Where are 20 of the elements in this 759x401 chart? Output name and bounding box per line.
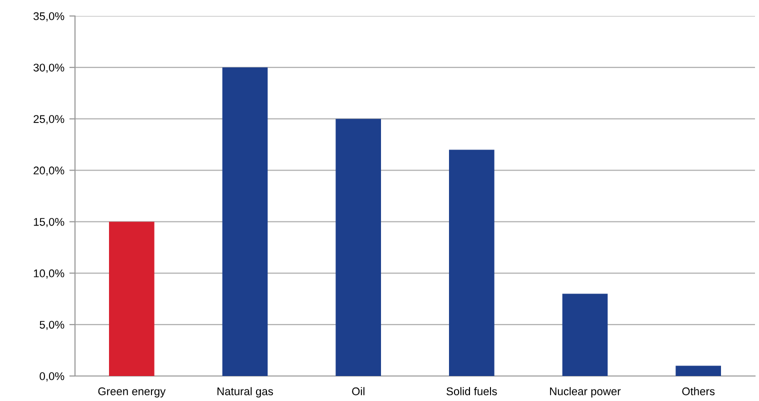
x-tick-label: Oil (352, 387, 364, 396)
y-tick-label: 5,0% (40, 320, 64, 330)
y-tick-label: 15,0% (34, 218, 64, 228)
x-tick-label: Nuclear power (550, 387, 621, 398)
bar (449, 150, 494, 376)
y-tick-label: 20,0% (34, 166, 64, 176)
x-tick-label: Others (682, 387, 715, 396)
y-tick-label: 30,0% (34, 64, 64, 73)
y-tick-label: 0,0% (40, 372, 64, 382)
x-tick-label: Natural gas (218, 387, 274, 398)
x-tick-label: Green energy (98, 387, 166, 398)
bar (222, 67, 268, 376)
bar (562, 294, 608, 376)
bar (109, 222, 154, 376)
x-tick-label: Solid fuels (446, 387, 497, 396)
y-tick-label: 10,0% (34, 269, 64, 279)
bar (676, 366, 721, 376)
bar (336, 118, 381, 376)
y-tick-label: 25,0% (34, 115, 64, 124)
y-tick-label: 35,0% (34, 12, 64, 22)
